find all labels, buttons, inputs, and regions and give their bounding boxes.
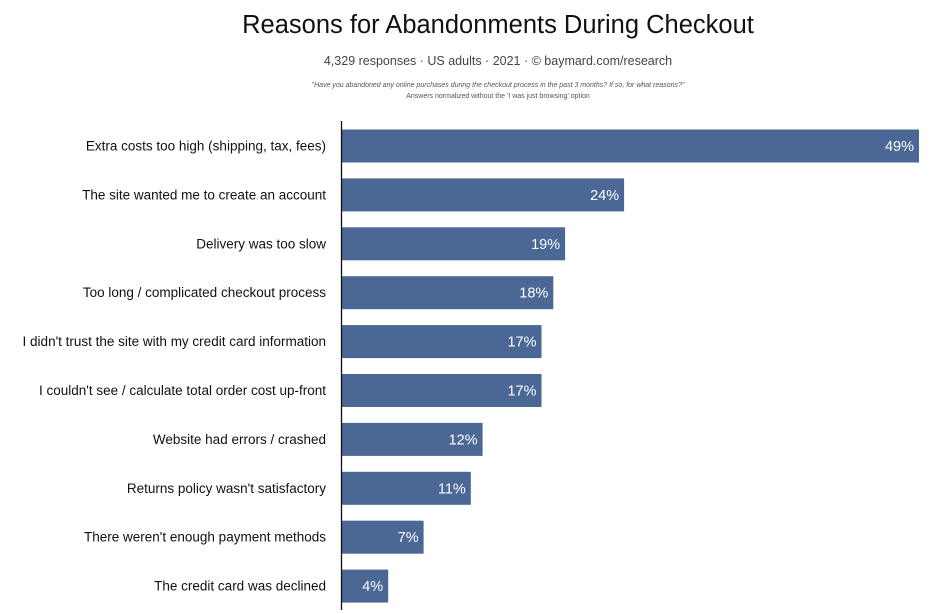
chart-subtitle: 4,329 responses · US adults · 2021 · © b… (323, 54, 673, 68)
normalization-note: Answers normalized without the 'I was ju… (406, 93, 590, 100)
category-label: Too long / complicated checkout process (83, 285, 326, 300)
data-label: 17% (507, 335, 536, 351)
data-label: 7% (398, 530, 419, 546)
category-label: The credit card was declined (154, 579, 326, 594)
category-label: Returns policy wasn't satisfactory (127, 481, 326, 496)
data-label: 24% (590, 188, 619, 204)
data-label: 12% (449, 432, 478, 448)
bar (341, 422, 483, 456)
bar (341, 374, 542, 407)
chart-title: Reasons for Abandonments During Checkout (242, 11, 754, 39)
data-label: 18% (519, 286, 548, 302)
data-label: 11% (438, 481, 466, 497)
category-label: Website had errors / crashed (153, 432, 326, 447)
bar (341, 325, 542, 359)
category-label: I didn't trust the site with my credit c… (23, 334, 326, 349)
category-label: The site wanted me to create an account (82, 187, 326, 202)
bar (341, 129, 919, 163)
bar (341, 520, 424, 554)
bar (341, 471, 471, 505)
bar (341, 227, 566, 261)
data-label: 4% (362, 579, 383, 595)
bar (341, 178, 625, 212)
bar (341, 276, 554, 310)
category-label: Delivery was too slow (196, 236, 326, 251)
survey-question: "Have you abandoned any online purchases… (311, 82, 685, 89)
bar (341, 569, 389, 603)
category-label: I couldn't see / calculate total order c… (39, 383, 326, 398)
category-label: There weren't enough payment methods (84, 530, 326, 545)
data-label: 17% (507, 384, 536, 400)
data-label: 49% (885, 139, 914, 155)
category-label: Extra costs too high (shipping, tax, fee… (86, 139, 326, 154)
data-label: 19% (531, 237, 560, 253)
